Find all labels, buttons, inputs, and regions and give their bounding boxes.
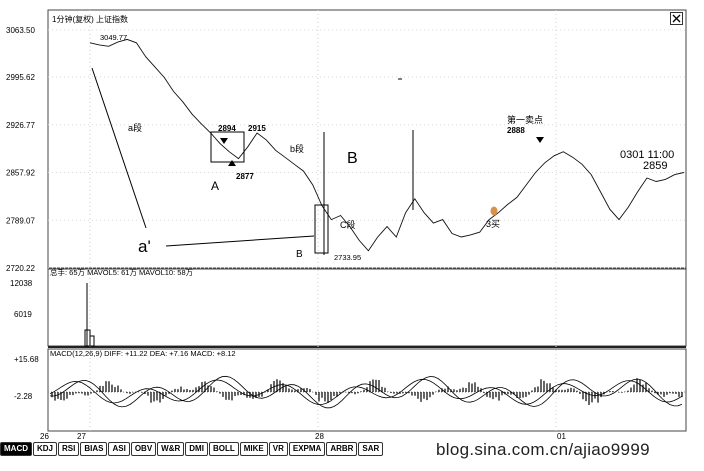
label-a: A [211,179,219,193]
line-a-segment [91,67,147,229]
tab-mike[interactable]: MIKE [239,442,268,456]
tab-boll[interactable]: BOLL [208,442,239,456]
tab-macd[interactable]: MACD [0,442,32,456]
annotations: 3049.77 a段 b段 C段 2894 2915 2877 A B 2733.95 Ba' 第一卖… [91,33,674,262]
down-arrow-icon [220,138,228,144]
tab-wr[interactable]: W&R [157,442,185,456]
price-tick-label: 2995.62 [6,73,35,82]
tab-expma[interactable]: EXPMA [288,442,326,456]
macd-series: +15.68 -2.28 [14,355,686,409]
tab-vr[interactable]: VR [268,442,288,456]
label-b-small: B [296,249,303,260]
macd-tick-label: -2.28 [14,392,33,401]
x-tick-label: 27 [77,432,86,441]
segment-a-label: a段 [128,122,142,133]
index-name: 上证指数 [96,14,128,24]
x-axis: 26 27 28 01 [40,432,566,441]
tab-obv[interactable]: OBV [130,442,157,456]
sell-point-label: 第一卖点 [507,114,543,125]
time-label: 0301 11:00 [620,149,674,161]
price-line [89,38,685,252]
price-tick-label: 2720.22 [6,264,35,273]
price-panel-frame [47,9,687,269]
indicator-tabs: MACD KDJ RSI BIAS ASI OBV W&R DMI BOLL MIKE VR EXPM… [0,442,384,456]
tab-bias[interactable]: BIAS [80,442,108,456]
box-a-high2-label: 2915 [248,124,266,133]
box-a-high-label: 2894 [218,124,236,133]
volume-bar [89,335,95,347]
dea-line [49,378,683,405]
tab-dmi[interactable]: DMI [185,442,208,456]
line-a-prime [165,235,315,247]
volume-tick-label: 6019 [14,310,32,319]
box-a [210,131,245,163]
tab-kdj[interactable]: KDJ [33,442,58,456]
label-b-big: B [347,150,358,167]
volume-header: 总手: 65万 MAVOL5: 61万 MAVOL10: 58万 [50,267,194,277]
panel-title: 1分钟(复权) [52,14,94,24]
price-axis: 3063.50 2995.62 2926.77 2857.92 2789.07 2720.… [6,26,35,273]
diff-line [49,375,683,409]
segment-b-label: b段 [290,143,304,154]
volume-panel-frame [47,268,687,347]
close-button[interactable] [670,12,683,25]
close-icon [672,14,681,23]
tab-asi[interactable]: ASI [108,442,130,456]
volume-bars: 12038 6019 [10,279,95,347]
x-tick-label: 01 [557,432,566,441]
buy-point-label: 3买 [486,219,500,229]
price-tick-label: 2857.92 [6,169,35,178]
sell-point-value: 2888 [507,126,525,135]
label-a-prime: a' [138,237,151,256]
up-arrow-icon [228,160,236,166]
box-a-low-label: 2877 [236,172,254,181]
watermark: blog.sina.com.cn/ajiao9999 [436,440,650,459]
box-b [314,204,329,254]
sell-arrow-icon [536,137,544,143]
segment-c-label: C段 [340,219,356,230]
price-tick-label: 2926.77 [6,121,35,130]
x-tick-label: 28 [315,432,324,441]
high-label: 3049.77 [100,33,127,42]
tab-arbr[interactable]: ARBR [326,442,358,456]
price-series [89,38,685,252]
tab-rsi[interactable]: RSI [58,442,80,456]
macd-tick-label: +15.68 [14,355,39,364]
time-value: 2859 [643,160,667,172]
price-tick-label: 3063.50 [6,26,35,35]
tab-sar[interactable]: SAR [358,442,384,456]
low-label: 2733.95 [334,253,361,262]
x-tick-label: 26 [40,432,49,441]
volume-tick-label: 12038 [10,279,33,288]
price-tick-label: 2789.07 [6,216,35,225]
buy-point-marker [490,206,498,216]
macd-header: MACD(12,26,9) DIFF: +11.22 DEA: +7.16 MA… [50,349,236,358]
